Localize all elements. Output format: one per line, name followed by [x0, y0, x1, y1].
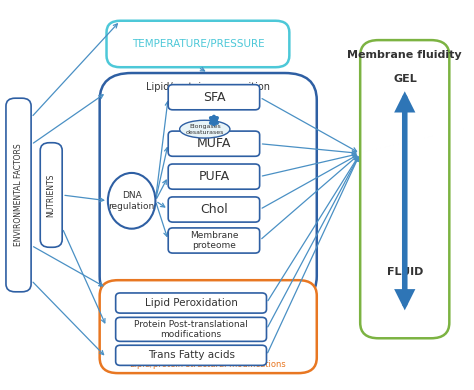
FancyBboxPatch shape: [168, 164, 260, 189]
FancyBboxPatch shape: [116, 317, 266, 341]
FancyBboxPatch shape: [6, 98, 31, 292]
Text: FLUID: FLUID: [387, 268, 423, 277]
Ellipse shape: [180, 120, 230, 138]
FancyBboxPatch shape: [100, 280, 317, 373]
Text: Membrane fluidity: Membrane fluidity: [347, 50, 462, 60]
Text: PUFA: PUFA: [198, 170, 229, 183]
FancyBboxPatch shape: [116, 345, 266, 365]
FancyBboxPatch shape: [168, 197, 260, 222]
Text: SFA: SFA: [203, 91, 225, 104]
Text: DNA
regulation: DNA regulation: [109, 191, 155, 211]
FancyBboxPatch shape: [168, 228, 260, 253]
Text: Lipid/protein composition: Lipid/protein composition: [146, 82, 270, 92]
Text: Elongases
desaturases: Elongases desaturases: [186, 124, 224, 135]
Text: TEMPERATURE/PRESSURE: TEMPERATURE/PRESSURE: [132, 39, 264, 49]
Text: Membrane
proteome: Membrane proteome: [190, 231, 238, 250]
Ellipse shape: [108, 173, 155, 229]
Text: Trans Fatty acids: Trans Fatty acids: [147, 350, 235, 360]
Text: Chol: Chol: [200, 203, 228, 216]
FancyBboxPatch shape: [168, 131, 260, 156]
FancyBboxPatch shape: [107, 21, 289, 67]
FancyBboxPatch shape: [100, 73, 317, 303]
FancyBboxPatch shape: [116, 293, 266, 313]
FancyBboxPatch shape: [40, 143, 62, 247]
Text: Lipid Peroxidation: Lipid Peroxidation: [145, 298, 237, 308]
Text: ENVIRONMENTAL FACTORS: ENVIRONMENTAL FACTORS: [14, 144, 23, 246]
Text: Protein Post-translational
modifications: Protein Post-translational modifications: [134, 320, 248, 339]
Text: NUTRIENTS: NUTRIENTS: [47, 173, 56, 217]
FancyBboxPatch shape: [360, 40, 449, 338]
Text: MUFA: MUFA: [197, 137, 231, 150]
Text: Lipid/protein structural modifications: Lipid/protein structural modifications: [130, 360, 286, 369]
Text: GEL: GEL: [393, 74, 417, 84]
FancyBboxPatch shape: [168, 85, 260, 110]
